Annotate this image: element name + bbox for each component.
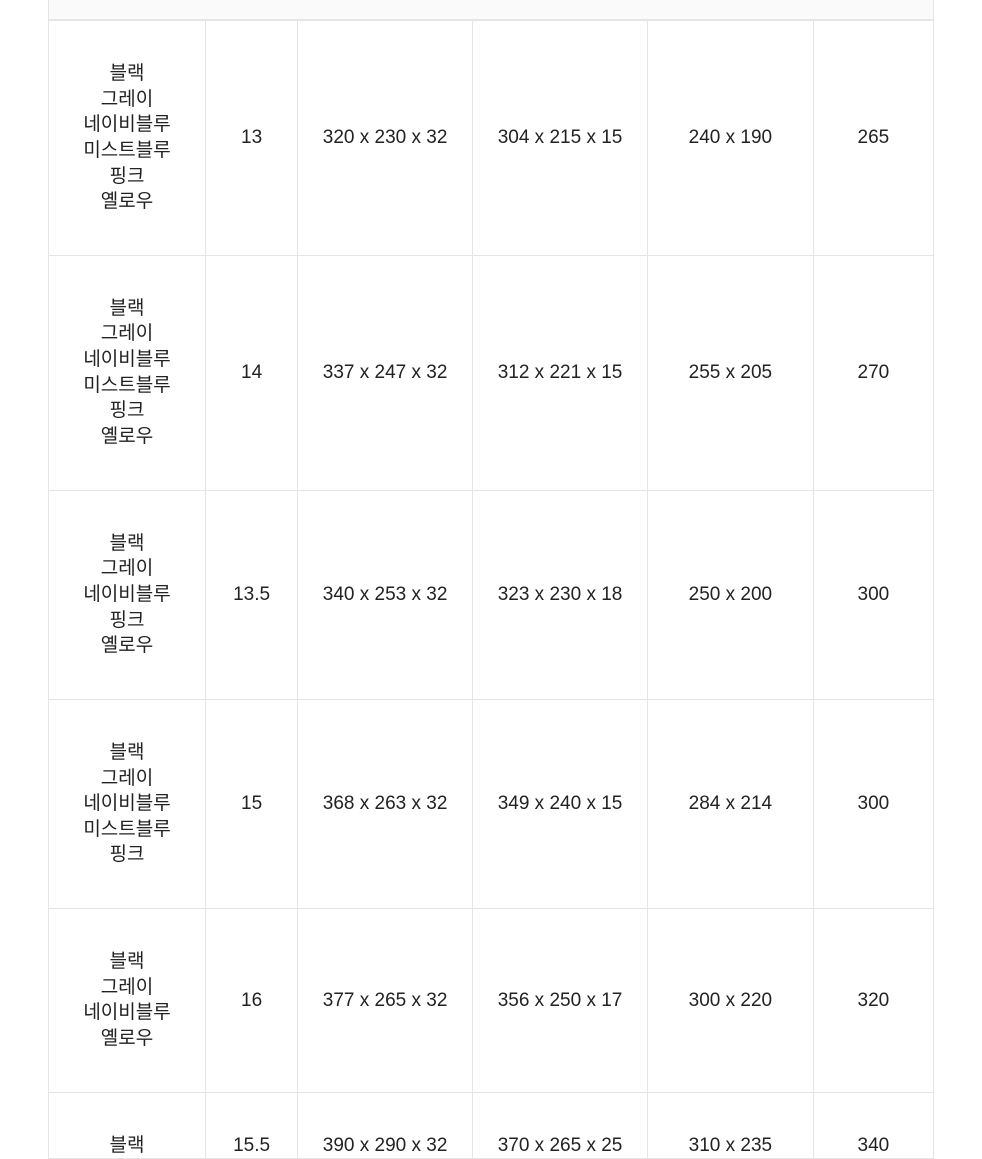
- cell-laptop-dim: 250 x 200: [648, 490, 814, 699]
- cell-size: 13: [206, 21, 298, 256]
- cell-outer-dim: 377 x 265 x 32: [298, 909, 473, 1093]
- color-list: 블랙: [110, 1135, 145, 1156]
- cell-inner-dim: 370 x 265 x 25: [473, 1092, 648, 1158]
- cell-weight: 320: [813, 909, 933, 1093]
- header-spacer: [49, 0, 933, 20]
- cell-size: 15: [206, 699, 298, 908]
- color-list: 블랙 그레이 네이비블루 미스트블루 핑크 옐로우: [83, 298, 170, 447]
- table-row: 블랙 그레이 네이비블루 미스트블루 핑크 옐로우 13 320 x 230 x…: [49, 21, 933, 256]
- spec-table: 블랙 그레이 네이비블루 미스트블루 핑크 옐로우 13 320 x 230 x…: [49, 20, 933, 1158]
- cell-inner-dim: 356 x 250 x 17: [473, 909, 648, 1093]
- cell-colors: 블랙: [49, 1092, 206, 1158]
- cell-laptop-dim: 284 x 214: [648, 699, 814, 908]
- color-list: 블랙 그레이 네이비블루 미스트블루 핑크 옐로우: [83, 63, 170, 212]
- cell-inner-dim: 323 x 230 x 18: [473, 490, 648, 699]
- table-row-partial: 블랙 15.5 390 x 290 x 32 370 x 265 x 25 31…: [49, 1092, 933, 1158]
- cell-outer-dim: 320 x 230 x 32: [298, 21, 473, 256]
- table-row: 블랙 그레이 네이비블루 핑크 옐로우 13.5 340 x 253 x 32 …: [49, 490, 933, 699]
- cell-inner-dim: 304 x 215 x 15: [473, 21, 648, 256]
- cell-weight: 300: [813, 490, 933, 699]
- cell-inner-dim: 349 x 240 x 15: [473, 699, 648, 908]
- cell-outer-dim: 340 x 253 x 32: [298, 490, 473, 699]
- table-row: 블랙 그레이 네이비블루 옐로우 16 377 x 265 x 32 356 x…: [49, 909, 933, 1093]
- color-list: 블랙 그레이 네이비블루 핑크 옐로우: [83, 533, 170, 657]
- cell-colors: 블랙 그레이 네이비블루 미스트블루 핑크 옐로우: [49, 255, 206, 490]
- cell-laptop-dim: 300 x 220: [648, 909, 814, 1093]
- table-row: 블랙 그레이 네이비블루 미스트블루 핑크 옐로우 14 337 x 247 x…: [49, 255, 933, 490]
- cell-weight: 300: [813, 699, 933, 908]
- cell-size: 16: [206, 909, 298, 1093]
- cell-laptop-dim: 255 x 205: [648, 255, 814, 490]
- cell-outer-dim: 337 x 247 x 32: [298, 255, 473, 490]
- cell-colors: 블랙 그레이 네이비블루 옐로우: [49, 909, 206, 1093]
- color-list: 블랙 그레이 네이비블루 옐로우: [83, 951, 170, 1049]
- cell-laptop-dim: 310 x 235: [648, 1092, 814, 1158]
- cell-weight: 270: [813, 255, 933, 490]
- spec-table-container: 블랙 그레이 네이비블루 미스트블루 핑크 옐로우 13 320 x 230 x…: [48, 0, 934, 1159]
- cell-weight: 340: [813, 1092, 933, 1158]
- cell-inner-dim: 312 x 221 x 15: [473, 255, 648, 490]
- cell-size: 15.5: [206, 1092, 298, 1158]
- table-row: 블랙 그레이 네이비블루 미스트블루 핑크 15 368 x 263 x 32 …: [49, 699, 933, 908]
- cell-size: 13.5: [206, 490, 298, 699]
- cell-colors: 블랙 그레이 네이비블루 미스트블루 핑크: [49, 699, 206, 908]
- cell-colors: 블랙 그레이 네이비블루 미스트블루 핑크 옐로우: [49, 21, 206, 256]
- cell-outer-dim: 390 x 290 x 32: [298, 1092, 473, 1158]
- cell-laptop-dim: 240 x 190: [648, 21, 814, 256]
- color-list: 블랙 그레이 네이비블루 미스트블루 핑크: [83, 742, 170, 866]
- cell-colors: 블랙 그레이 네이비블루 핑크 옐로우: [49, 490, 206, 699]
- cell-size: 14: [206, 255, 298, 490]
- cell-weight: 265: [813, 21, 933, 256]
- cell-outer-dim: 368 x 263 x 32: [298, 699, 473, 908]
- page-wrapper: 블랙 그레이 네이비블루 미스트블루 핑크 옐로우 13 320 x 230 x…: [0, 0, 982, 982]
- spec-table-body: 블랙 그레이 네이비블루 미스트블루 핑크 옐로우 13 320 x 230 x…: [49, 21, 933, 1159]
